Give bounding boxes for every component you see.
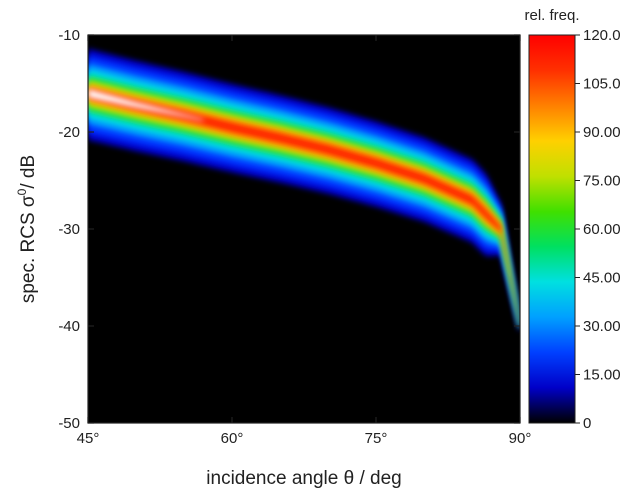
colorbar-tick-label: 120.0	[583, 27, 621, 44]
colorbar-tick-label: 75.00	[583, 173, 621, 190]
x-tick-label: 90°	[509, 430, 532, 447]
y-tick-label: -20	[58, 124, 80, 141]
colorbar-ticks: 120.0 105.0 90.00 75.00 60.00 45.00 30.00 15.00…	[575, 27, 621, 432]
colorbar-tick-label: 30.00	[583, 318, 621, 335]
y-axis-title-main: spec. RCS σ	[18, 195, 39, 303]
y-tick-label: -40	[58, 318, 80, 335]
colorbar-tick-label: 90.00	[583, 124, 621, 141]
x-tick-label: 75°	[365, 430, 388, 447]
colorbar-tick-label: 60.00	[583, 221, 621, 238]
x-tick-label: 45°	[77, 430, 100, 447]
y-axis-title-suffix: / dB	[18, 155, 39, 189]
density-saturated-core	[88, 88, 204, 121]
heatmap-density	[88, 48, 520, 333]
y-axis: -10 -20 -30 -40 -50	[58, 27, 520, 432]
colorbar-tick-label: 0	[583, 415, 591, 432]
y-tick-label: -50	[58, 415, 80, 432]
colorbar	[528, 34, 576, 424]
x-axis-title: incidence angle θ / deg	[206, 468, 401, 489]
colorbar-tick-label: 105.0	[583, 76, 621, 93]
y-tick-label: -10	[58, 27, 80, 44]
colorbar-tick-label: 15.00	[583, 367, 621, 384]
y-axis-title: spec. RCS σ0/ dB	[15, 155, 39, 303]
y-axis-title-sup: 0	[15, 188, 29, 195]
x-axis: 45° 60° 75° 90°	[77, 35, 532, 447]
colorbar-tick-label: 45.00	[583, 270, 621, 287]
x-tick-label: 60°	[221, 430, 244, 447]
y-tick-label: -30	[58, 221, 80, 238]
colorbar-title: rel. freq.	[524, 7, 579, 24]
